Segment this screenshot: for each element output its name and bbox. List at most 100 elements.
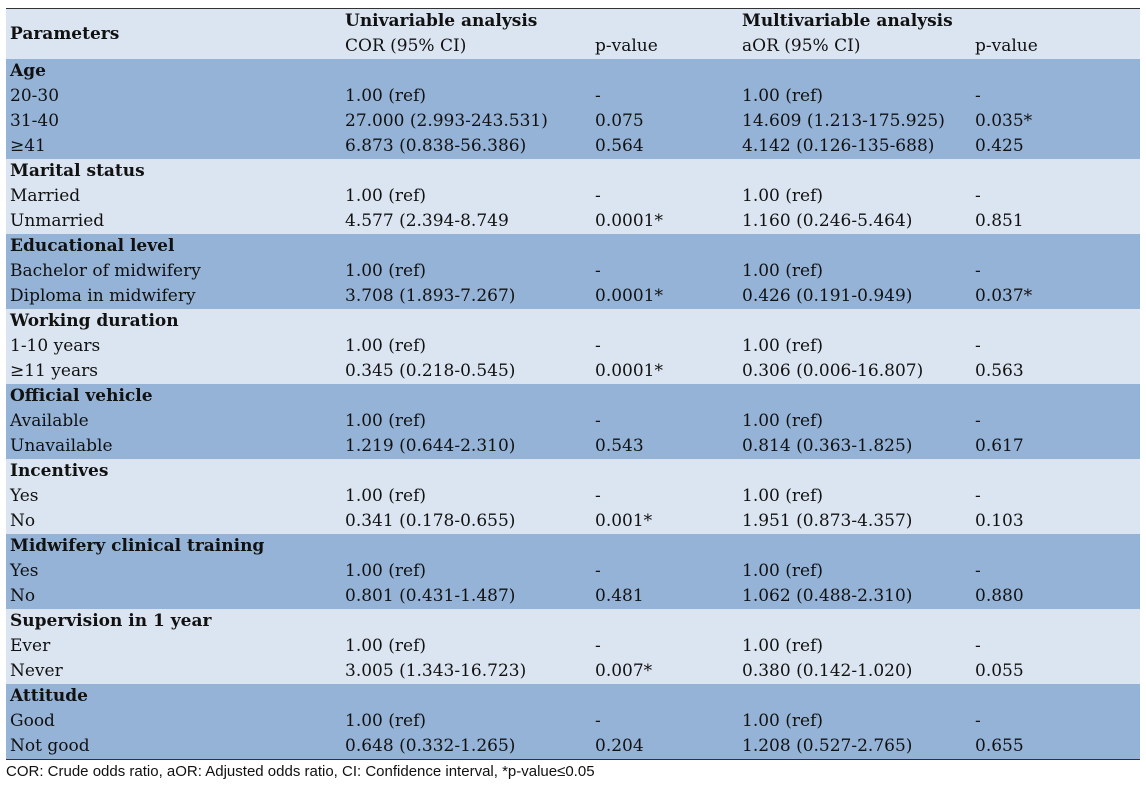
aor-pvalue-cell: -	[971, 184, 1140, 209]
cor-cell: 0.341 (0.178-0.655)	[341, 509, 591, 534]
aor-pvalue-cell: 0.425	[971, 134, 1140, 159]
cor-cell: 1.00 (ref)	[341, 409, 591, 434]
aor-pvalue-cell: 0.103	[971, 509, 1140, 534]
aor-pvalue-cell: 0.851	[971, 209, 1140, 234]
table-row: Unmarried 4.577 (2.394-8.749 0.0001* 1.160 …	[6, 209, 1140, 234]
cor-pvalue-cell: 0.007*	[591, 659, 738, 684]
aor-pvalue-cell: -	[971, 409, 1140, 434]
table-row: Bachelor of midwifery 1.00 (ref) -1.00 (re…	[6, 259, 1140, 284]
cor-cell: 4.577 (2.394-8.749	[341, 209, 591, 234]
aor-cell: 1.00 (ref)	[738, 484, 971, 509]
table-row: 31-40 27.000 (2.993-243.531) 0.075 14.609 (…	[6, 109, 1140, 134]
aor-pvalue-cell: 0.655	[971, 734, 1140, 760]
group-title: Incentives	[6, 459, 1140, 484]
aor-cell: 1.00 (ref)	[738, 559, 971, 584]
parameter-cell: No	[6, 584, 341, 609]
table-row: ≥41 6.873 (0.838-56.386) 0.564 4.142 (0.126…	[6, 134, 1140, 159]
header-pvalue-multivariable: p-value	[971, 34, 1140, 59]
aor-cell: 1.062 (0.488-2.310)	[738, 584, 971, 609]
header-row-1: Parameters Univariable analysis Multivar…	[6, 8, 1140, 59]
table-row: Yes 1.00 (ref) -1.00 (ref) -	[6, 484, 1140, 509]
aor-pvalue-cell: 0.055	[971, 659, 1140, 684]
group-title: Official vehicle	[6, 384, 1140, 409]
group-title: Age	[6, 59, 1140, 84]
cor-cell: 1.00 (ref)	[341, 709, 591, 734]
cor-pvalue-cell: 0.481	[591, 584, 738, 609]
header-pvalue-univariable: p-value	[591, 34, 738, 59]
table-row: Never 3.005 (1.343-16.723) 0.007* 0.380 (0.…	[6, 659, 1140, 684]
cor-cell: 1.00 (ref)	[341, 559, 591, 584]
aor-pvalue-cell: -	[971, 484, 1140, 509]
table-row: No 0.801 (0.431-1.487) 0.481 1.062 (0.488-2…	[6, 584, 1140, 609]
table-row: 20-30 1.00 (ref) -1.00 (ref) -	[6, 84, 1140, 109]
parameter-cell: Diploma in midwifery	[6, 284, 341, 309]
aor-cell: 4.142 (0.126-135-688)	[738, 134, 971, 159]
cor-cell: 1.00 (ref)	[341, 84, 591, 109]
group-title: Attitude	[6, 684, 1140, 709]
cor-cell: 1.00 (ref)	[341, 259, 591, 284]
aor-cell: 1.951 (0.873-4.357)	[738, 509, 971, 534]
cor-pvalue-cell: -	[591, 484, 738, 509]
aor-cell: 1.208 (0.527-2.765)	[738, 734, 971, 760]
cor-cell: 1.00 (ref)	[341, 334, 591, 359]
cor-pvalue-cell: -	[591, 409, 738, 434]
header-univariable: Univariable analysis	[341, 8, 738, 34]
table-row: No 0.341 (0.178-0.655) 0.001* 1.951 (0.873-…	[6, 509, 1140, 534]
group-header-row: Educational level	[6, 234, 1140, 259]
parameter-cell: Unavailable	[6, 434, 341, 459]
aor-pvalue-cell: 0.035*	[971, 109, 1140, 134]
aor-pvalue-cell: 0.563	[971, 359, 1140, 384]
parameter-cell: Ever	[6, 634, 341, 659]
table-footnote: COR: Crude odds ratio, aOR: Adjusted odd…	[6, 763, 595, 780]
parameter-cell: Not good	[6, 734, 341, 760]
parameter-cell: ≥41	[6, 134, 341, 159]
header-aor: aOR (95% CI)	[738, 34, 971, 59]
parameter-cell: Bachelor of midwifery	[6, 259, 341, 284]
cor-cell: 3.708 (1.893-7.267)	[341, 284, 591, 309]
parameter-cell: Yes	[6, 484, 341, 509]
group-title: Midwifery clinical training	[6, 534, 1140, 559]
parameter-cell: 20-30	[6, 84, 341, 109]
cor-cell: 0.648 (0.332-1.265)	[341, 734, 591, 760]
parameter-cell: Unmarried	[6, 209, 341, 234]
cor-pvalue-cell: 0.075	[591, 109, 738, 134]
aor-cell: 14.609 (1.213-175.925)	[738, 109, 971, 134]
aor-pvalue-cell: 0.617	[971, 434, 1140, 459]
table-row: 1-10 years 1.00 (ref) -1.00 (ref) -	[6, 334, 1140, 359]
table-row: ≥11 years 0.345 (0.218-0.545) 0.0001* 0.306…	[6, 359, 1140, 384]
cor-pvalue-cell: -	[591, 634, 738, 659]
cor-pvalue-cell: 0.543	[591, 434, 738, 459]
cor-pvalue-cell: 0.001*	[591, 509, 738, 534]
parameter-cell: Available	[6, 409, 341, 434]
aor-pvalue-cell: -	[971, 709, 1140, 734]
header-row-2: COR (95% CI) p-value aOR (95% CI) p-valu…	[6, 34, 1140, 59]
table-row: Yes 1.00 (ref) -1.00 (ref) -	[6, 559, 1140, 584]
aor-cell: 0.306 (0.006-16.807)	[738, 359, 971, 384]
group-header-row: Attitude	[6, 684, 1140, 709]
cor-cell: 1.00 (ref)	[341, 484, 591, 509]
group-header-row: Official vehicle	[6, 384, 1140, 409]
cor-pvalue-cell: 0.0001*	[591, 209, 738, 234]
parameter-cell: Yes	[6, 559, 341, 584]
parameter-cell: Never	[6, 659, 341, 684]
parameter-cell: ≥11 years	[6, 359, 341, 384]
aor-pvalue-cell: -	[971, 634, 1140, 659]
aor-cell: 1.160 (0.246-5.464)	[738, 209, 971, 234]
cor-pvalue-cell: 0.0001*	[591, 359, 738, 384]
cor-pvalue-cell: -	[591, 709, 738, 734]
parameter-cell: No	[6, 509, 341, 534]
table-row: Available 1.00 (ref) -1.00 (ref) -	[6, 409, 1140, 434]
cor-pvalue-cell: 0.204	[591, 734, 738, 760]
aor-pvalue-cell: -	[971, 334, 1140, 359]
header-parameters: Parameters	[6, 8, 341, 59]
cor-cell: 0.801 (0.431-1.487)	[341, 584, 591, 609]
aor-pvalue-cell: -	[971, 84, 1140, 109]
group-title: Educational level	[6, 234, 1140, 259]
parameter-cell: 1-10 years	[6, 334, 341, 359]
table-row: Not good 0.648 (0.332-1.265) 0.204 1.208 (0…	[6, 734, 1140, 760]
header-cor: COR (95% CI)	[341, 34, 591, 59]
aor-cell: 1.00 (ref)	[738, 634, 971, 659]
group-title: Supervision in 1 year	[6, 609, 1140, 634]
group-header-row: Working duration	[6, 309, 1140, 334]
parameter-cell: Good	[6, 709, 341, 734]
